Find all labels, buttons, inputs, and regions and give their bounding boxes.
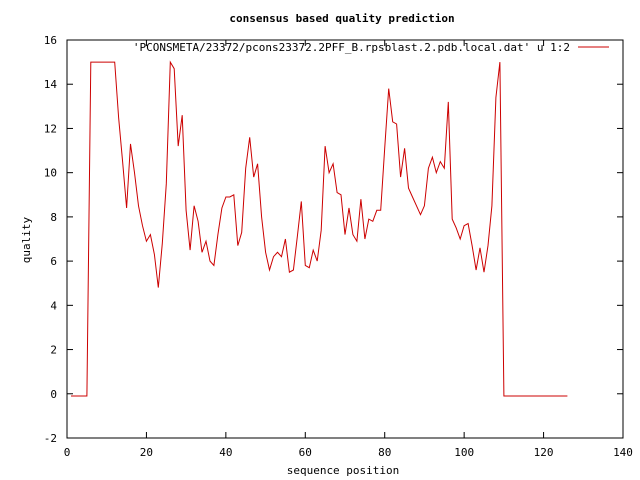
- y-axis-label: quality: [20, 216, 33, 263]
- y-tick-label: 0: [50, 388, 57, 401]
- y-tick-label: 8: [50, 211, 57, 224]
- x-tick-label: 140: [613, 446, 633, 459]
- y-axis: -2 0 2 4 6 8 10 12 14 16: [44, 34, 623, 445]
- x-tick-label: 40: [219, 446, 232, 459]
- plot-frame: [66, 39, 624, 439]
- x-tick-label: 100: [454, 446, 474, 459]
- x-tick-label: 20: [140, 446, 153, 459]
- y-tick-label: -2: [44, 432, 57, 445]
- x-tick-label: 60: [299, 446, 312, 459]
- series-line: [71, 60, 568, 397]
- y-tick-label: 4: [50, 299, 57, 312]
- y-tick-label: 14: [44, 78, 58, 91]
- y-tick-label: 12: [44, 122, 57, 135]
- x-tick-label: 80: [378, 446, 391, 459]
- x-tick-label: 0: [64, 446, 71, 459]
- x-tick-label: 120: [534, 446, 554, 459]
- chart-title: consensus based quality prediction: [229, 12, 454, 25]
- legend: 'PCONSMETA/23372/pcons23372.2PFF_B.rpsbl…: [133, 41, 609, 54]
- x-axis: 0 20 40 60 80 100 120 140: [64, 40, 633, 459]
- y-tick-label: 10: [44, 167, 57, 180]
- y-tick-label: 16: [44, 34, 57, 47]
- x-axis-label: sequence position: [287, 464, 400, 477]
- legend-label: 'PCONSMETA/23372/pcons23372.2PFF_B.rpsbl…: [133, 41, 570, 54]
- y-tick-label: 2: [50, 344, 57, 357]
- series-group: [71, 60, 568, 397]
- y-tick-label: 6: [50, 255, 57, 268]
